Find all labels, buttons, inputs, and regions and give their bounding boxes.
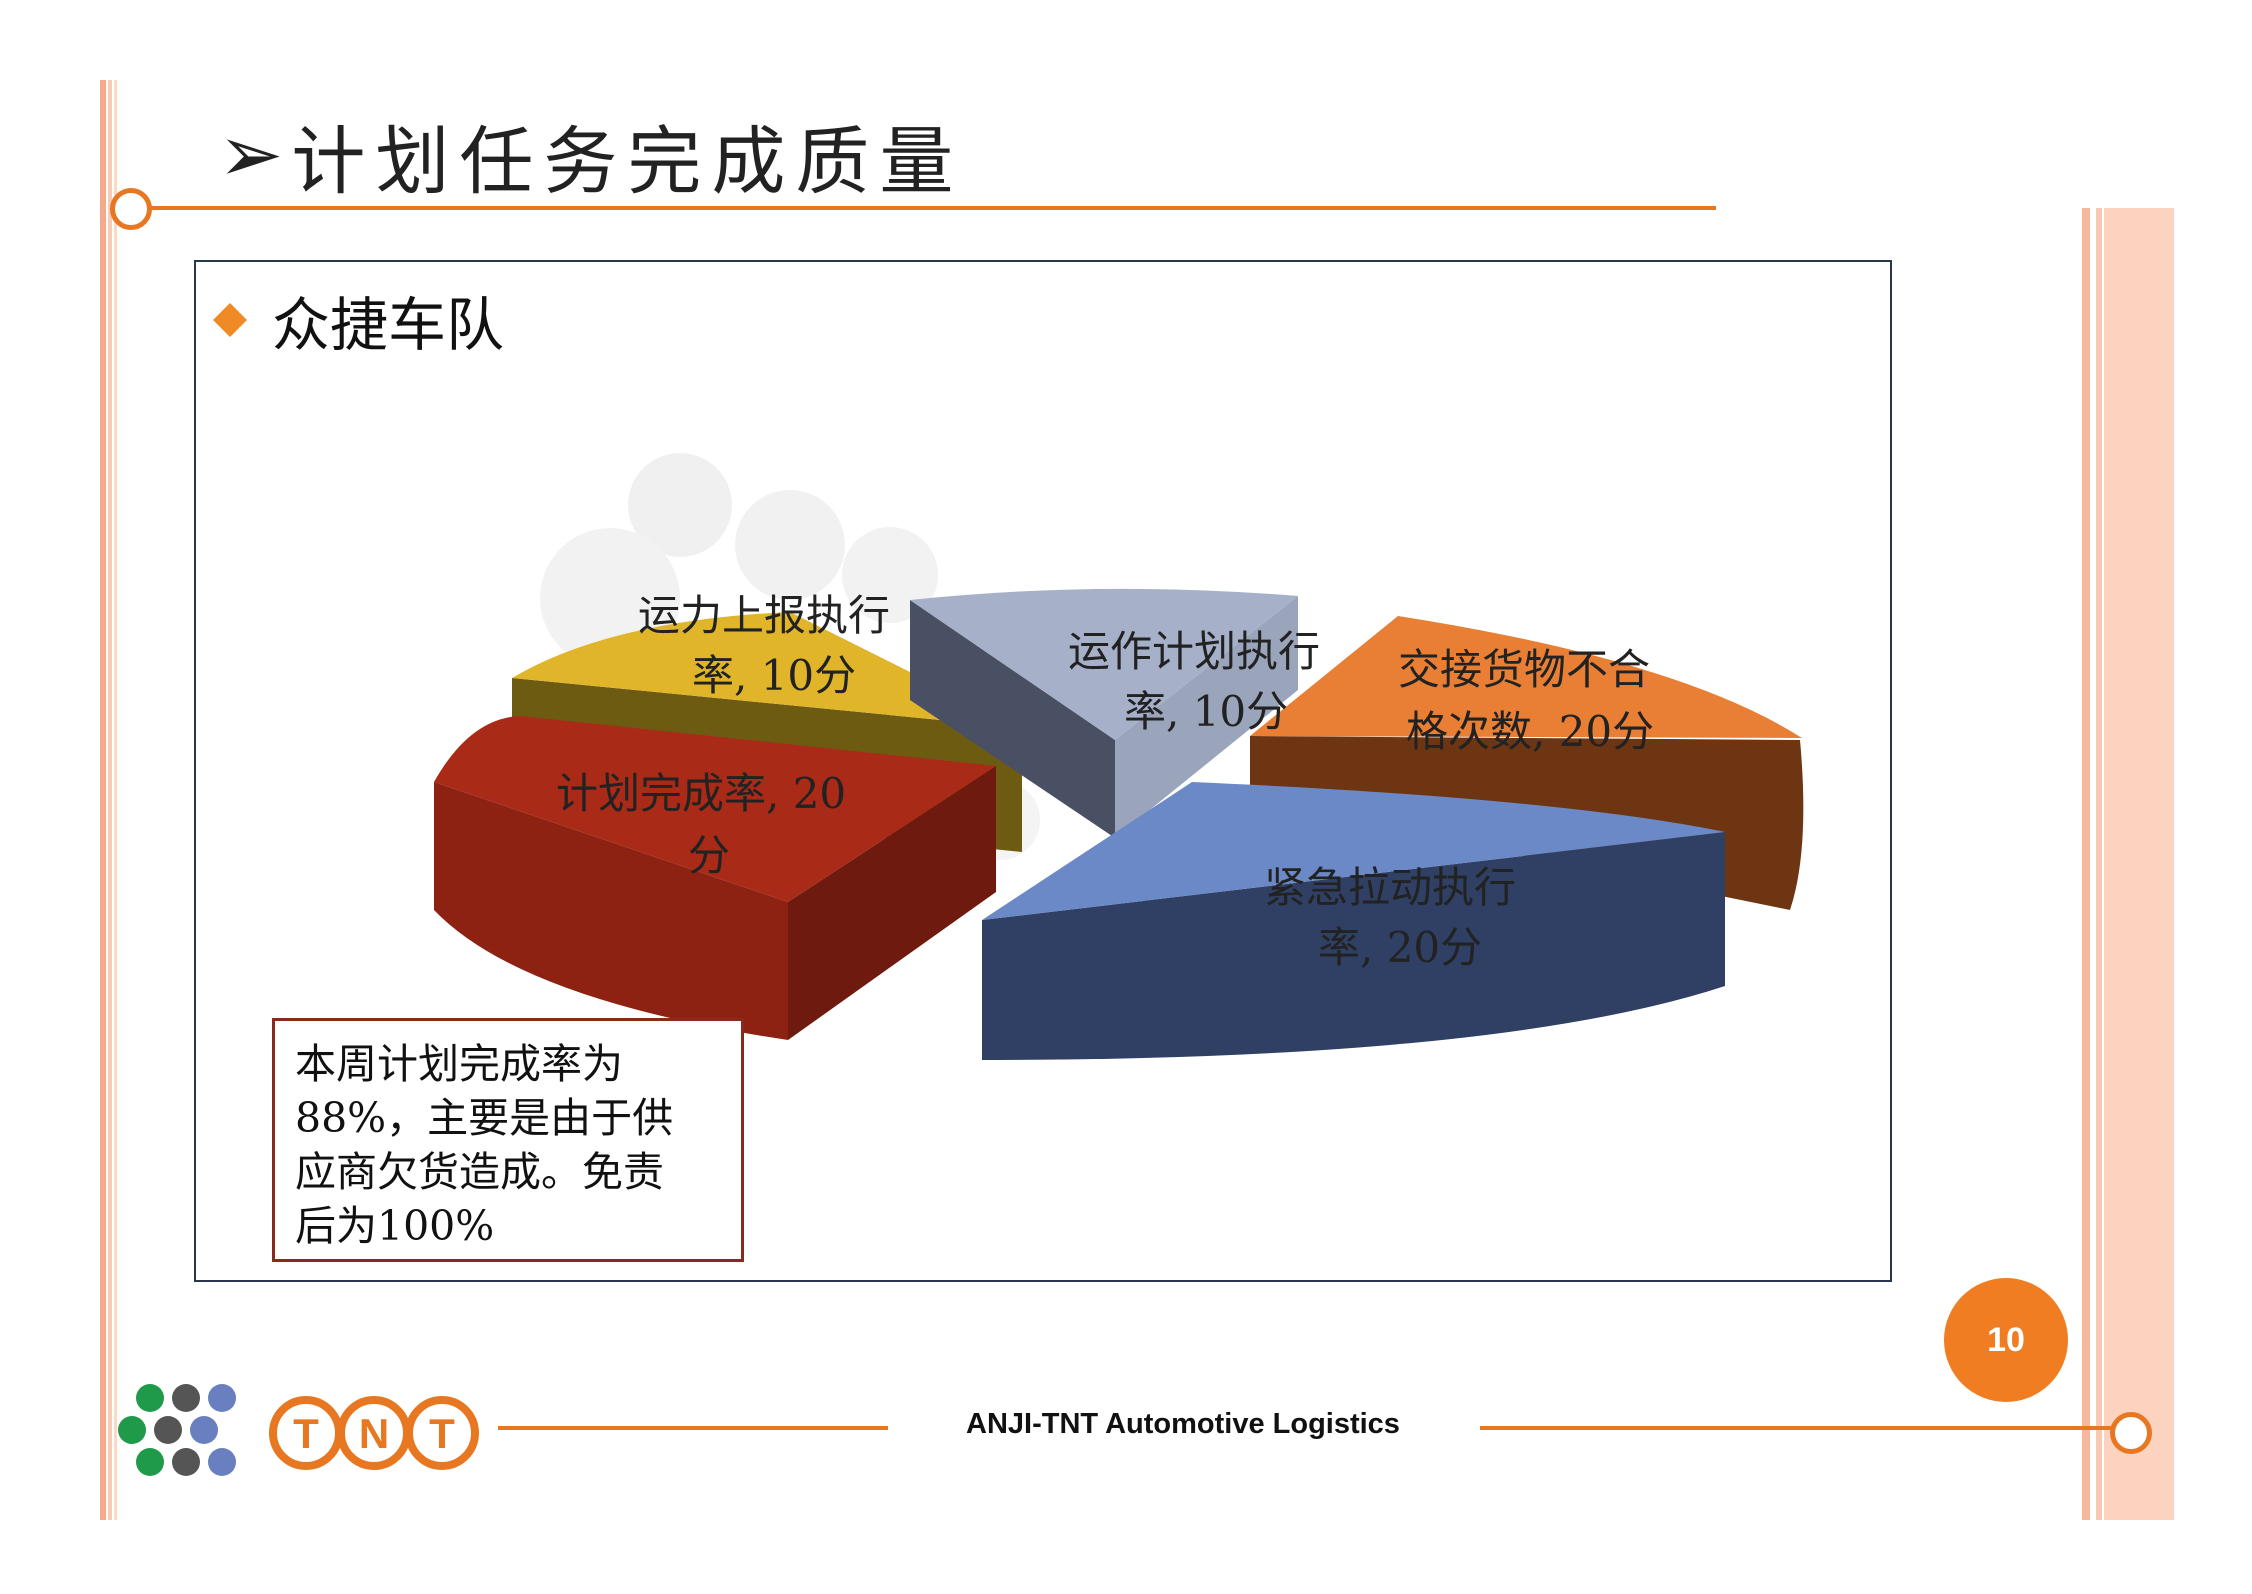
label-plan-completion-line2: 分 <box>688 831 730 880</box>
anji-dots-logo <box>118 1384 236 1476</box>
footer-line-right <box>1480 1426 2130 1430</box>
tnt-logo-letter-t1: T <box>293 1410 319 1457</box>
right-decor-stripe <box>2096 208 2102 1520</box>
tnt-logo: T N T <box>269 1396 479 1470</box>
pie-slice-operation <box>910 588 1298 838</box>
title-text: 计划任务完成质量 <box>291 118 964 205</box>
title-arrow-icon: ➢ <box>218 110 284 200</box>
left-decor-stripe <box>108 80 112 1520</box>
label-emergency-line2: 率, 20分 <box>1318 923 1482 972</box>
pie-slice-emergency <box>982 782 1725 1060</box>
subtitle-text: 众捷车队 <box>272 291 505 359</box>
right-decor-stripe <box>2082 208 2090 1520</box>
label-handover-line1: 交接货物不合 <box>1398 645 1650 694</box>
page-number-badge: 10 <box>1944 1278 2068 1402</box>
label-capacity-line1: 运力上报执行 <box>638 591 890 640</box>
subtitle-row: 众捷车队 <box>213 278 505 362</box>
label-handover-line2: 格次数, 20分 <box>1406 707 1654 756</box>
title-circle-icon <box>110 188 152 230</box>
left-decor-stripe <box>100 80 106 1520</box>
footer-line-left <box>498 1426 888 1430</box>
label-operation-line2: 率, 10分 <box>1124 687 1288 736</box>
label-emergency-line1: 紧急拉动执行 <box>1264 863 1516 912</box>
label-operation-line1: 运作计划执行 <box>1068 627 1320 676</box>
right-decor-stripe <box>2104 208 2174 1520</box>
footer-company-name: ANJI-TNT Automotive Logistics <box>966 1408 1400 1440</box>
label-plan-completion-line1: 计划完成率, 20 <box>556 769 846 818</box>
note-text: 本周计划完成率为 88%，主要是由于供 应商欠货造成。免责 后为100% <box>295 1040 674 1250</box>
label-capacity-line2: 率, 10分 <box>692 651 856 700</box>
pie-slice-plan-completion <box>434 716 996 1040</box>
note-callout: 本周计划完成率为 88%，主要是由于供 应商欠货造成。免责 后为100% <box>272 1018 744 1262</box>
title-underline <box>150 206 1716 210</box>
page-number: 10 <box>1987 1320 2025 1359</box>
tnt-logo-letter-n: N <box>359 1410 389 1457</box>
footer-circle-icon <box>2110 1412 2152 1454</box>
slide-title: ➢ 计划任务完成质量 <box>218 100 963 210</box>
tnt-logo-circles <box>269 1396 479 1470</box>
tnt-logo-letter-t2: T <box>429 1410 455 1457</box>
left-decor-stripe <box>114 80 117 1520</box>
